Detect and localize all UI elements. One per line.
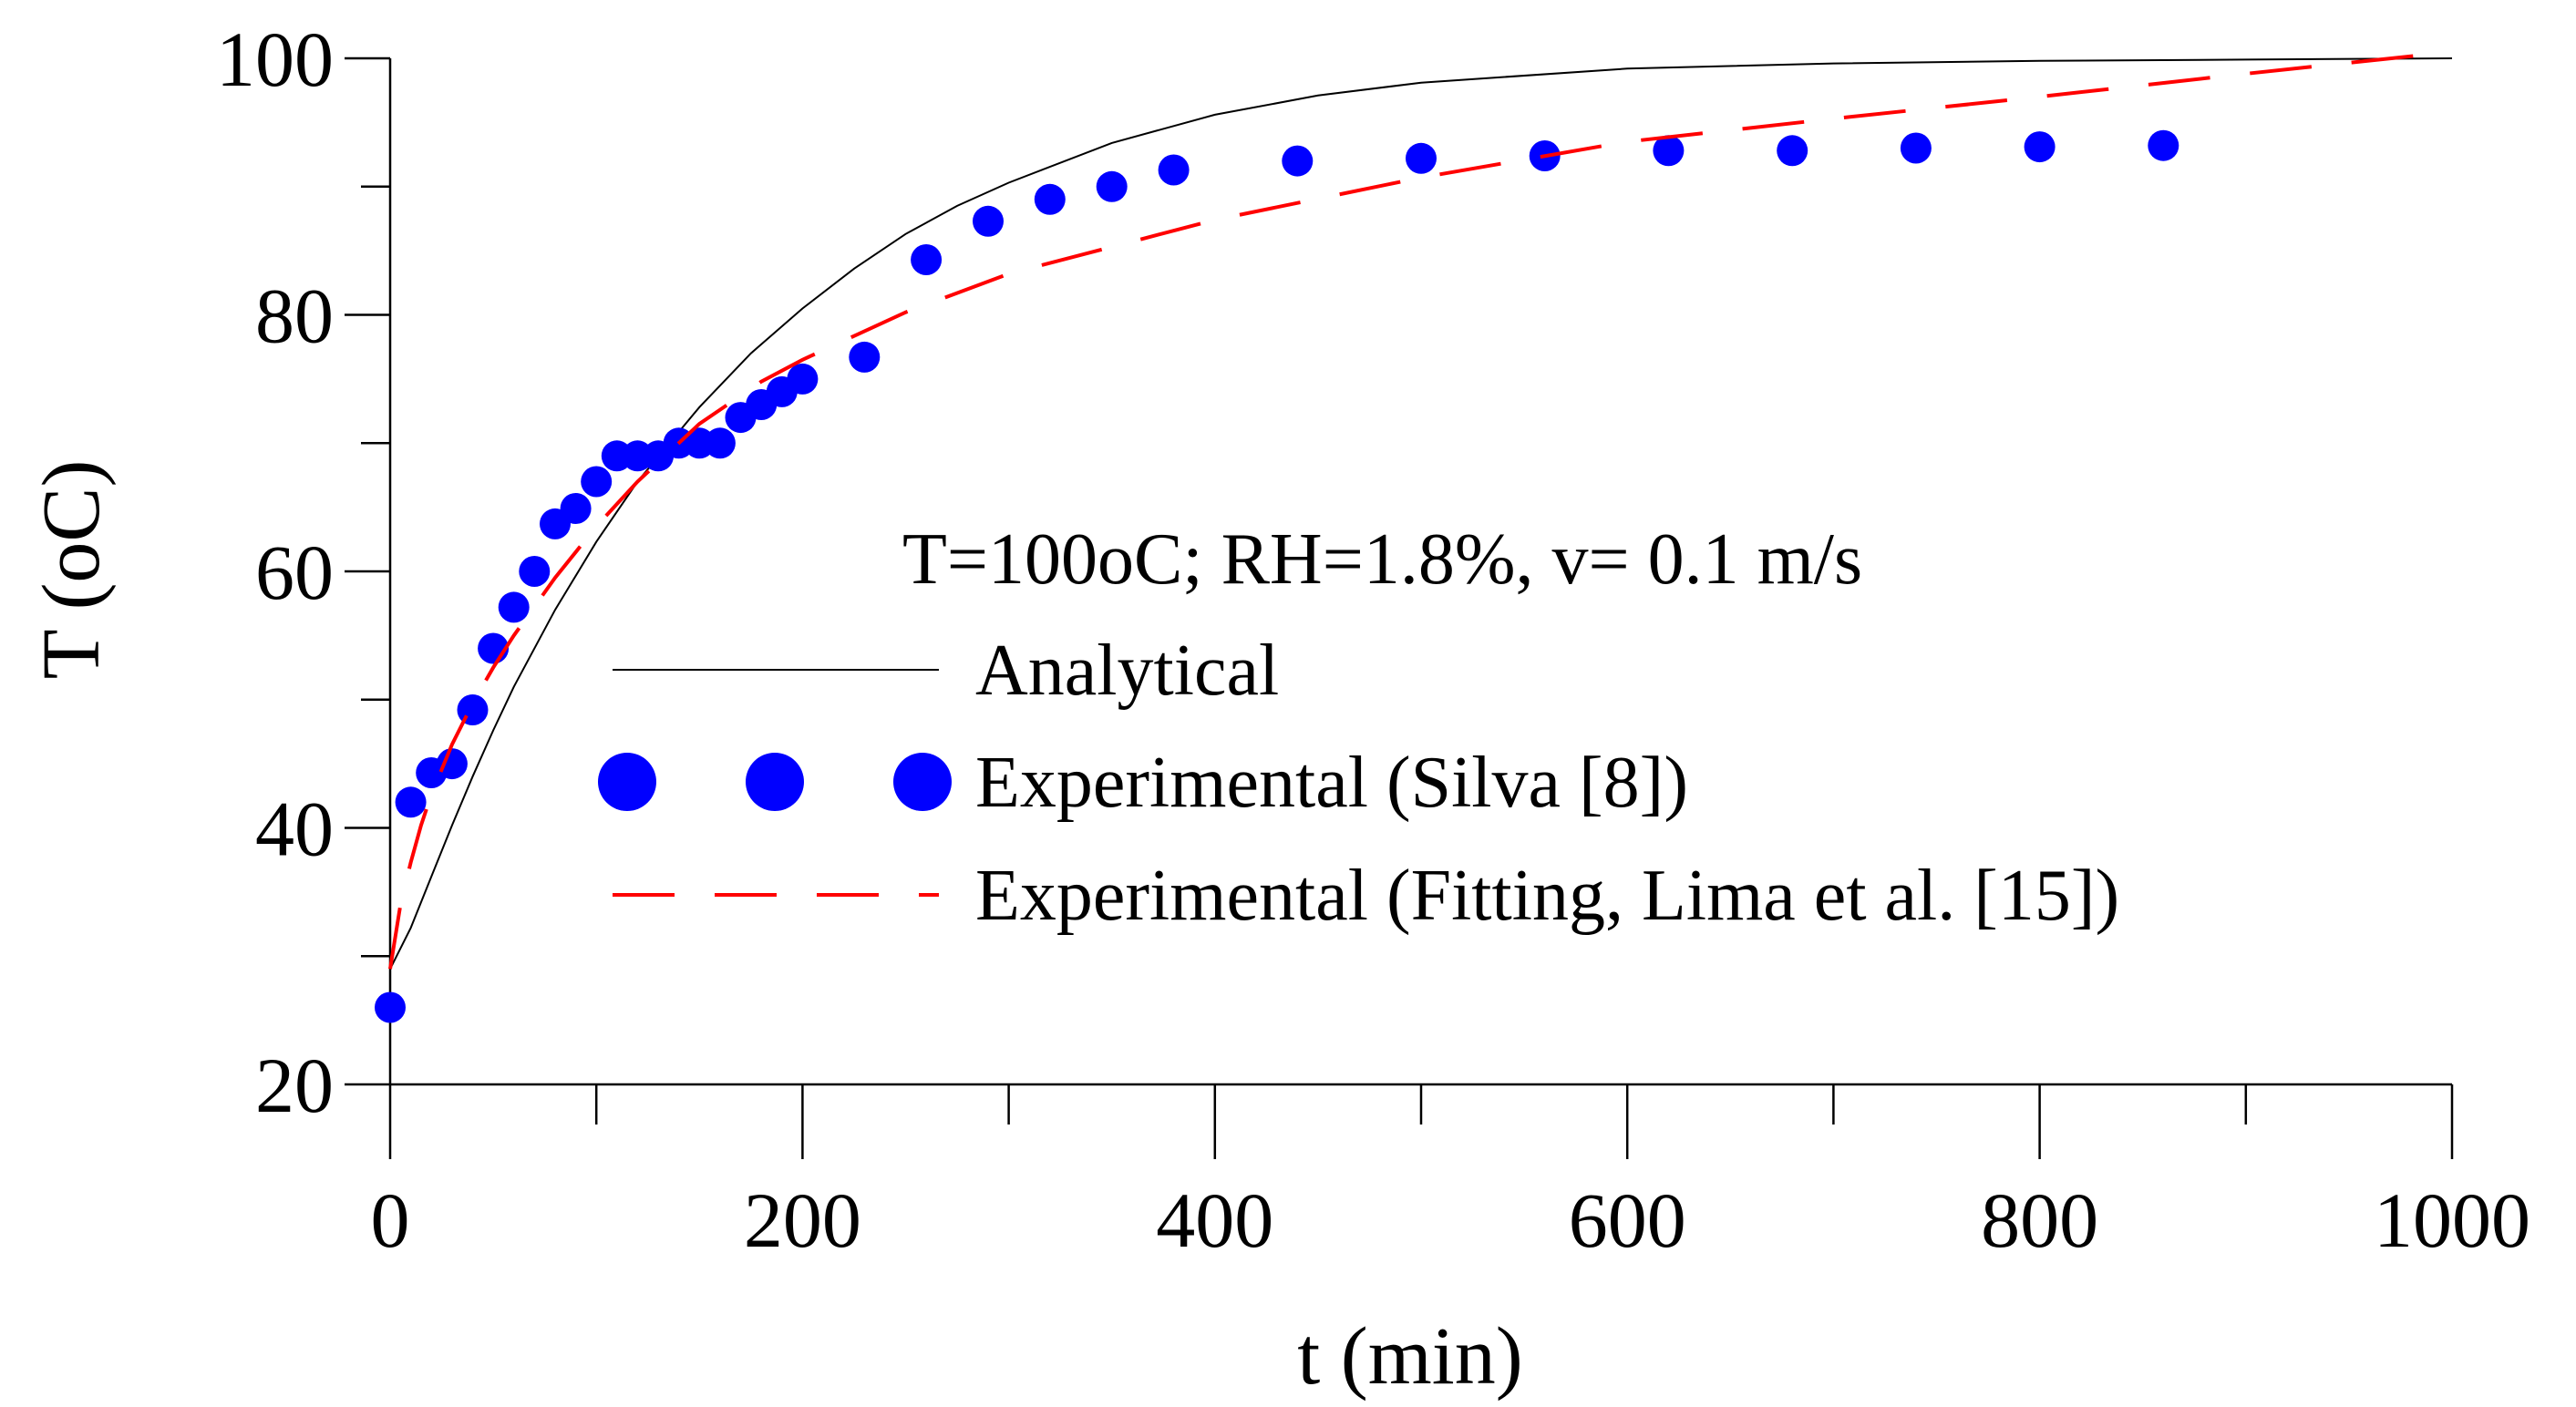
experimental-data-point — [560, 493, 592, 524]
x-axis-title: t (min) — [1297, 1311, 1522, 1402]
fitting-series-line — [388, 50, 2453, 970]
x-tick-label: 200 — [744, 1176, 861, 1264]
y-tick-label: 60 — [255, 529, 334, 616]
experimental-data-point — [375, 991, 406, 1023]
legend-label: Experimental (Fitting, Lima et al. [15]) — [975, 856, 2119, 936]
x-tick-label: 0 — [371, 1176, 410, 1264]
legend-swatch-marker — [598, 753, 656, 811]
experimental-data-point — [1406, 142, 1437, 174]
experimental-data-point — [704, 427, 736, 459]
experimental-data-point — [973, 205, 1004, 237]
x-tick-label: 600 — [1569, 1176, 1686, 1264]
experimental-data-point — [581, 466, 613, 498]
y-tick-label: 20 — [255, 1042, 334, 1129]
legend-label: Experimental (Silva [8]) — [975, 743, 1688, 823]
x-tick-label: 800 — [1981, 1176, 2098, 1264]
experimental-data-point — [787, 363, 819, 395]
y-tick-label: 80 — [255, 272, 334, 360]
experimental-data-point — [911, 244, 943, 275]
experimental-data-point — [1096, 170, 1128, 202]
experimental-data-point — [519, 556, 551, 587]
y-axis-title: T (oC) — [26, 460, 117, 680]
experimental-data-point — [849, 341, 881, 373]
x-tick-label: 400 — [1156, 1176, 1273, 1264]
experimental-data-point — [1653, 135, 1685, 167]
analytical-series-line — [389, 57, 2453, 970]
experimental-data-point — [2024, 131, 2056, 163]
legend-swatch-marker — [893, 753, 952, 811]
legend-swatch-marker — [746, 753, 804, 811]
experimental-data-point — [2148, 129, 2179, 161]
experimental-data-point — [1158, 154, 1190, 186]
experimental-data-point — [1282, 145, 1314, 177]
y-tick-label: 100 — [216, 15, 334, 103]
legend: Analytical Experimental (Silva [8]) Experi… — [598, 631, 2119, 936]
experimental-data-point — [457, 694, 489, 725]
chart-annotation: T=100oC; RH=1.8%, v= 0.1 m/s — [902, 519, 1862, 600]
legend-label: Analytical — [975, 631, 1279, 711]
experimental-data-point — [395, 786, 427, 818]
experimental-data-point — [1034, 183, 1066, 215]
y-tick-label: 40 — [255, 786, 334, 873]
experimental-data-point — [1900, 132, 1932, 164]
x-tick-label: 1000 — [2374, 1176, 2530, 1264]
experimental-data-point — [436, 748, 468, 780]
experimental-data-point — [498, 591, 530, 623]
experimental-data-point — [1777, 135, 1808, 167]
series-layer — [375, 50, 2453, 1023]
